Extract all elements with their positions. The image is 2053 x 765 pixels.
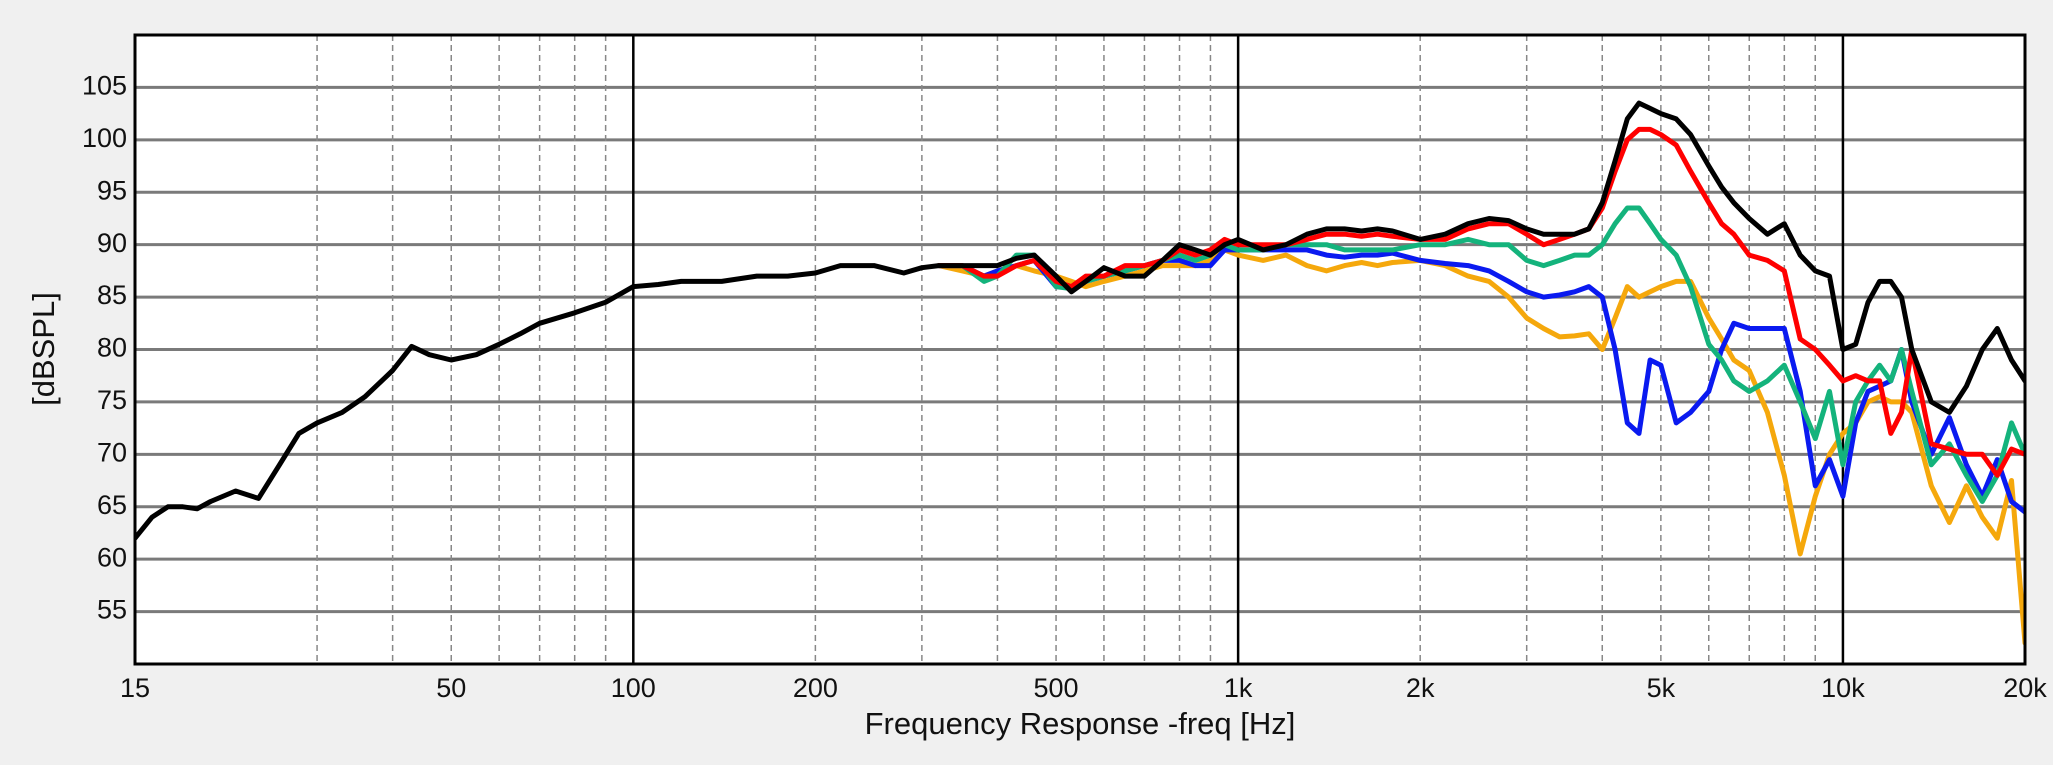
x-tick-label: 5k: [1647, 673, 1676, 703]
y-axis-label: [dBSPL]: [26, 292, 61, 406]
x-tick-label: 500: [1034, 673, 1079, 703]
y-tick-label: 70: [97, 437, 127, 467]
y-tick-label: 55: [97, 595, 127, 625]
x-tick-label: 200: [793, 673, 838, 703]
y-tick-label: 85: [97, 280, 127, 310]
series-line: [936, 247, 2025, 646]
x-tick-label: 15: [120, 673, 150, 703]
y-tick-label: 60: [97, 542, 127, 572]
y-tick-label: 90: [97, 228, 127, 258]
y-tick-label: 100: [82, 123, 127, 153]
y-tick-label: 65: [97, 490, 127, 520]
x-tick-label: 10k: [1821, 673, 1865, 703]
x-tick-label: 2k: [1406, 673, 1435, 703]
x-tick-label: 1k: [1224, 673, 1253, 703]
y-tick-label: 95: [97, 175, 127, 205]
y-tick-label: 75: [97, 385, 127, 415]
x-tick-label: 100: [611, 673, 656, 703]
series-line: [135, 100, 2025, 541]
series-line: [936, 126, 2025, 478]
plot-border: [133, 33, 2027, 666]
x-tick-label: 20k: [2003, 673, 2047, 703]
x-axis-label: Frequency Response -freq [Hz]: [865, 706, 1296, 741]
x-tick-label: 50: [436, 673, 466, 703]
y-tick-label: 105: [82, 71, 127, 101]
y-tick-label: 80: [97, 333, 127, 363]
